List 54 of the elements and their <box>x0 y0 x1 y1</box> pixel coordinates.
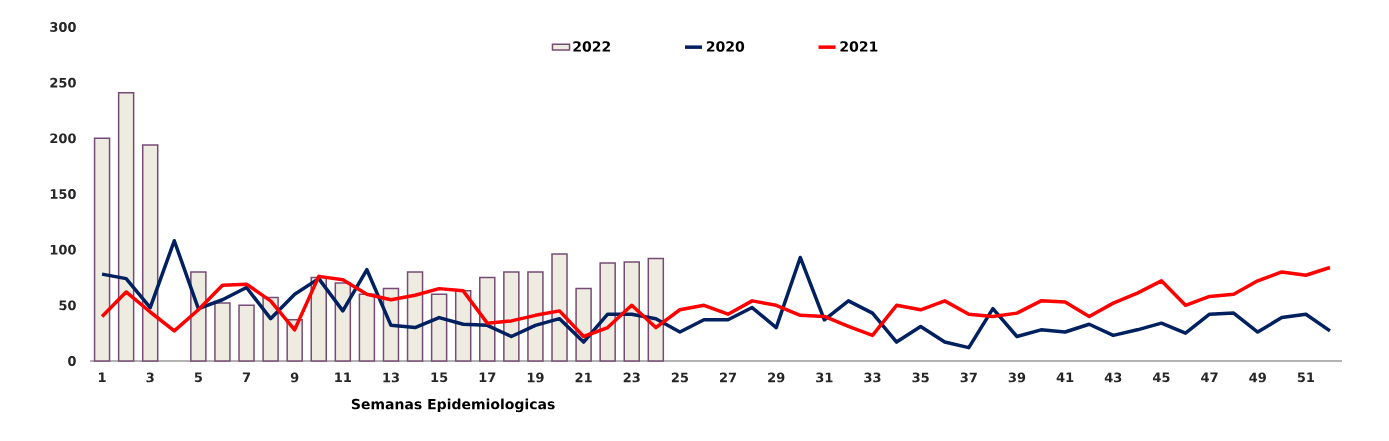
x-tick-label: 21 <box>575 372 592 383</box>
bar <box>599 262 616 362</box>
bar <box>117 91 135 362</box>
x-tick-label: 35 <box>912 372 929 383</box>
bar <box>623 261 640 362</box>
x-tick-label: 9 <box>290 372 299 383</box>
x-tick-label: 23 <box>623 372 640 383</box>
x-tick-label: 51 <box>1297 372 1315 383</box>
bar <box>358 293 376 362</box>
x-tick-label: 13 <box>383 372 399 383</box>
bar <box>238 304 255 362</box>
bar <box>214 302 231 362</box>
bar <box>551 253 568 362</box>
x-tick-label: 43 <box>1104 372 1122 383</box>
x-tick-label: 39 <box>1008 372 1026 383</box>
bar <box>527 271 544 362</box>
bar <box>430 293 448 362</box>
bar <box>141 144 159 362</box>
line-series <box>100 239 1332 350</box>
x-tick-label: 5 <box>194 372 202 383</box>
x-tick-label: 29 <box>768 372 785 383</box>
x-axis-title: Semanas Epidemiologicas <box>351 398 555 413</box>
legend-label: 2021 <box>840 41 878 52</box>
x-tick-label: 3 <box>146 372 154 383</box>
x-tick-label: 11 <box>335 372 351 382</box>
line-series <box>100 265 1332 339</box>
x-tick-label: 33 <box>864 372 881 383</box>
y-tick-label: 0 <box>68 356 76 366</box>
x-tick-label: 45 <box>1152 372 1170 383</box>
x-tick-label: 19 <box>527 372 544 383</box>
y-tick-label: 100 <box>50 244 76 255</box>
bar <box>647 257 665 362</box>
y-tick-label: 200 <box>50 133 76 144</box>
x-tick-label: 47 <box>1201 372 1218 382</box>
bar <box>503 271 520 362</box>
x-tick-label: 25 <box>671 372 689 383</box>
bar <box>93 137 111 362</box>
x-tick-label: 27 <box>720 372 737 383</box>
bar <box>479 276 496 362</box>
legend-label: 2022 <box>573 41 611 52</box>
x-tick-label: 41 <box>1056 372 1074 382</box>
x-tick-label: 17 <box>479 372 496 382</box>
y-tick-label: 300 <box>50 22 76 32</box>
x-tick-label: 7 <box>242 372 251 382</box>
x-tick-label: 49 <box>1249 372 1266 383</box>
y-tick-label: 250 <box>50 77 76 88</box>
legend-label: 2020 <box>706 41 745 52</box>
y-tick-label: 50 <box>59 300 76 311</box>
x-tick-label: 31 <box>816 372 833 383</box>
y-tick-label: 150 <box>50 189 76 199</box>
x-tick-label: 1 <box>99 372 106 382</box>
x-tick-label: 37 <box>960 372 977 383</box>
bar <box>406 271 424 362</box>
x-tick-label: 15 <box>431 372 448 383</box>
